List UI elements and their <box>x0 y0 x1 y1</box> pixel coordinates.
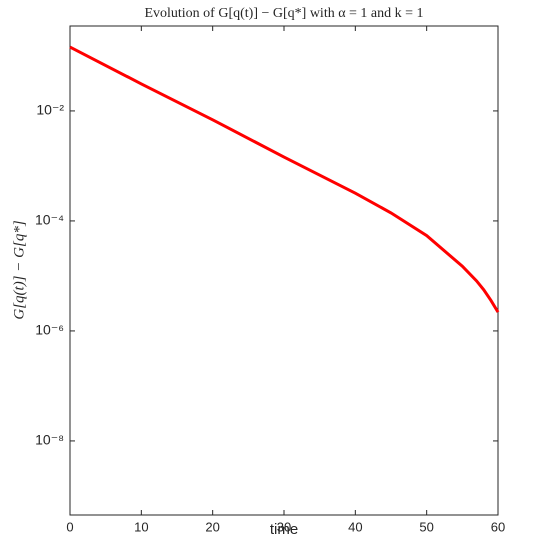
y-tick-label: 10⁻⁶ <box>35 322 64 338</box>
x-tick-label: 30 <box>277 519 291 534</box>
plot-frame <box>69 25 499 516</box>
x-axis-label: time <box>270 521 298 538</box>
y-tick-label: 10⁻² <box>36 102 64 118</box>
y-tick-label: 10⁻⁸ <box>35 432 64 448</box>
x-tick-label: 10 <box>134 519 148 534</box>
y-tick-label: 10⁻⁴ <box>35 212 64 228</box>
x-tick-label: 20 <box>205 519 219 534</box>
x-tick-label: 40 <box>348 519 362 534</box>
x-tick-label: 0 <box>66 519 73 534</box>
data-line <box>69 45 500 313</box>
x-tick-label: 60 <box>491 519 505 534</box>
x-tick-label: 50 <box>419 519 433 534</box>
chart-title: Evolution of G[q(t)] − G[q*] with α = 1 … <box>144 6 423 21</box>
y-axis-label: G[q(t)] − G[q*] <box>11 220 27 319</box>
